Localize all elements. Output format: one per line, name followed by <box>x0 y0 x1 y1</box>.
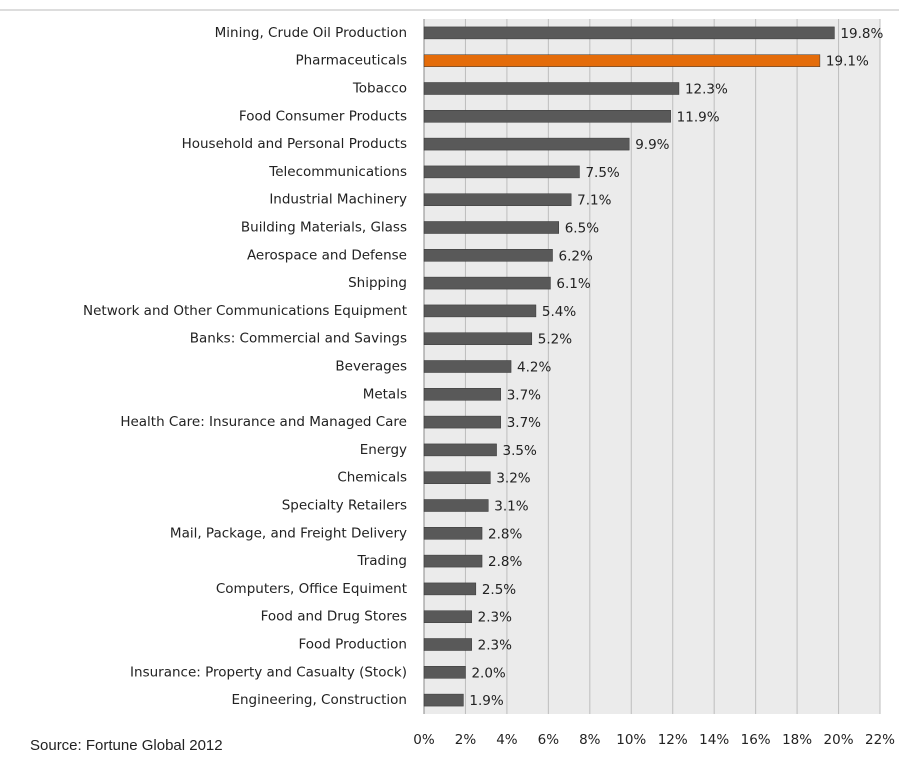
value-label: 19.8% <box>840 26 883 42</box>
bar <box>423 82 680 95</box>
category-label: Engineering, Construction <box>231 692 407 708</box>
x-tick-label: 2% <box>455 732 477 748</box>
category-label: Industrial Machinery <box>269 192 407 208</box>
bar <box>423 304 537 318</box>
bar <box>423 499 489 512</box>
category-label: Building Materials, Glass <box>241 220 407 236</box>
bar <box>423 610 472 623</box>
x-tick-label: 4% <box>496 732 518 748</box>
bar <box>423 249 553 262</box>
value-label: 3.7% <box>507 387 541 403</box>
value-label: 5.4% <box>542 304 576 320</box>
bar <box>423 638 472 651</box>
category-label: Beverages <box>335 359 407 375</box>
x-tick-label: 18% <box>782 732 812 748</box>
value-label: 6.1% <box>556 276 590 292</box>
bar <box>423 443 497 457</box>
category-label: Banks: Commercial and Savings <box>190 331 407 347</box>
category-label: Pharmaceuticals <box>295 53 407 69</box>
value-label: 2.8% <box>488 526 522 542</box>
x-tick-label: 22% <box>865 732 895 748</box>
value-label: 5.2% <box>538 332 572 348</box>
category-label: Telecommunications <box>268 164 407 180</box>
bar <box>423 193 572 206</box>
value-label: 2.0% <box>471 665 505 681</box>
x-tick-label: 14% <box>699 732 729 748</box>
value-label: 7.1% <box>577 193 611 209</box>
bar <box>423 137 630 151</box>
category-label: Trading <box>356 553 407 569</box>
bar <box>423 693 464 707</box>
value-label: 2.3% <box>478 610 512 626</box>
bar <box>423 582 477 596</box>
value-label: 9.9% <box>635 137 669 153</box>
bar <box>423 360 512 373</box>
bar <box>423 165 580 179</box>
bar <box>423 26 835 40</box>
bar <box>423 110 671 123</box>
source-note: Source: Fortune Global 2012 <box>30 737 223 754</box>
category-label: Insurance: Property and Casualty (Stock) <box>130 664 407 680</box>
category-label: Mail, Package, and Freight Delivery <box>170 525 407 541</box>
x-tick-label: 6% <box>538 732 560 748</box>
category-label: Metals <box>363 386 407 402</box>
category-label: Health Care: Insurance and Managed Care <box>120 414 407 430</box>
bar <box>423 54 821 67</box>
category-label: Household and Personal Products <box>182 136 407 152</box>
bar <box>423 332 533 345</box>
value-label: 6.2% <box>559 248 593 264</box>
value-label: 11.9% <box>677 109 720 125</box>
bar <box>423 471 491 484</box>
x-tick-label: 8% <box>579 732 601 748</box>
value-label: 2.5% <box>482 582 516 598</box>
x-tick-label: 20% <box>824 732 854 748</box>
x-tick-label: 10% <box>616 732 646 748</box>
bar <box>423 388 501 401</box>
bar <box>423 527 483 540</box>
x-tick-label: 0% <box>413 732 435 748</box>
bar <box>423 221 559 234</box>
category-label: Aerospace and Defense <box>247 247 407 263</box>
category-label: Specialty Retailers <box>282 498 407 514</box>
category-label: Shipping <box>348 275 407 291</box>
value-label: 3.1% <box>494 499 528 515</box>
value-label: 2.8% <box>488 554 522 570</box>
value-label: 4.2% <box>517 360 551 376</box>
bar <box>423 666 466 679</box>
value-label: 3.7% <box>507 415 541 431</box>
category-label: Food Production <box>299 637 408 653</box>
bar <box>423 276 551 290</box>
bar <box>423 415 501 429</box>
value-label: 2.3% <box>478 638 512 654</box>
category-label: Mining, Crude Oil Production <box>215 25 407 41</box>
category-label: Food Consumer Products <box>239 108 407 124</box>
x-tick-label: 12% <box>658 732 688 748</box>
category-label: Chemicals <box>337 470 407 486</box>
value-label: 19.1% <box>826 54 869 70</box>
value-label: 12.3% <box>685 82 728 98</box>
x-tick-label: 16% <box>741 732 771 748</box>
bar <box>423 554 483 568</box>
value-label: 3.2% <box>496 471 530 487</box>
category-label: Computers, Office Equiment <box>216 581 407 597</box>
value-label: 6.5% <box>565 221 599 237</box>
category-label: Tobacco <box>352 81 407 97</box>
category-label: Energy <box>360 442 407 458</box>
value-label: 3.5% <box>503 443 537 459</box>
category-label: Network and Other Communications Equipme… <box>83 303 407 319</box>
value-label: 7.5% <box>585 165 619 181</box>
category-label: Food and Drug Stores <box>261 609 407 625</box>
value-label: 1.9% <box>469 693 503 709</box>
